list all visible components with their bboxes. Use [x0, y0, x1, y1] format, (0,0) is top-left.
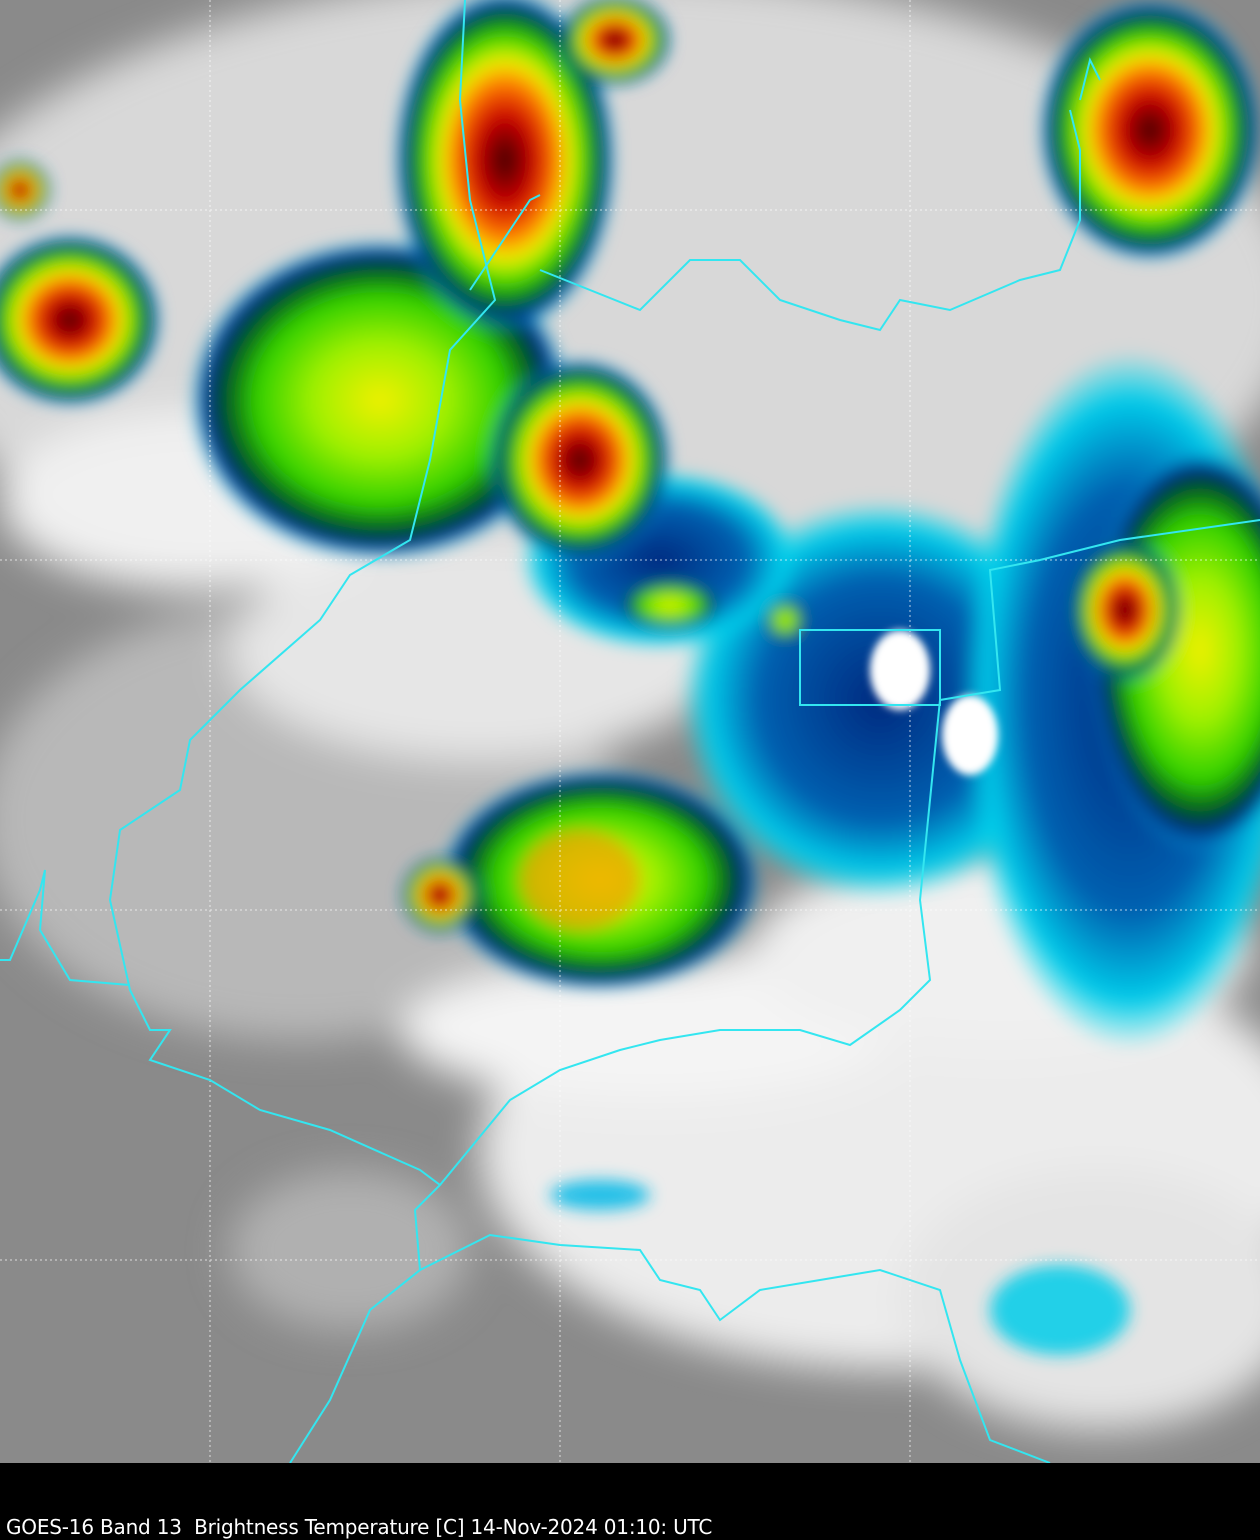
clear-gaps	[870, 630, 998, 775]
cold-cloud-tops	[0, 0, 1260, 1355]
country-borders	[0, 0, 1260, 1463]
brightness-temperature-map	[0, 0, 1260, 1463]
lat-lon-grid	[0, 0, 1260, 1463]
image-caption: GOES-16 Band 13 Brightness Temperature […	[6, 1515, 713, 1539]
